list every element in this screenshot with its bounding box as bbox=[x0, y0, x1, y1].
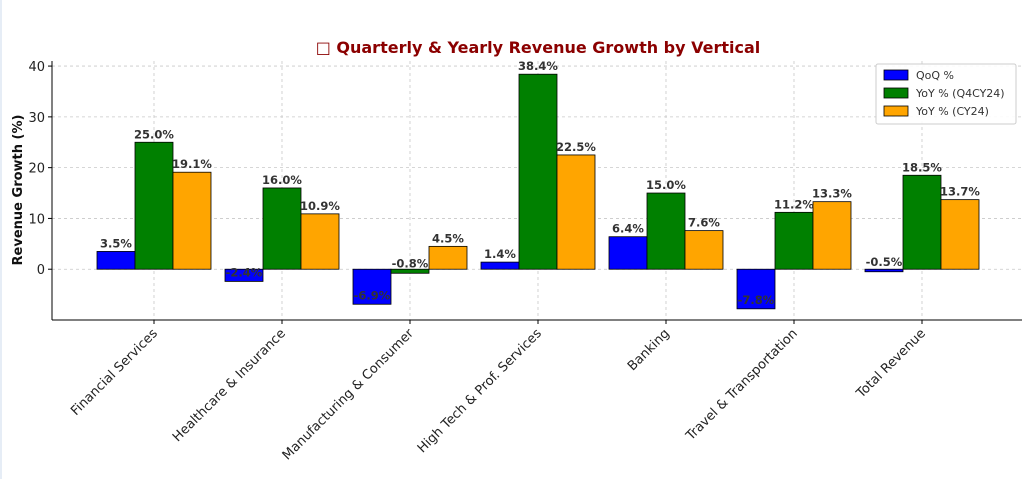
legend-entry: YoY % (CY24) bbox=[915, 105, 989, 118]
bar bbox=[902, 174, 942, 270]
data-label: 25.0% bbox=[134, 127, 174, 141]
data-label: 19.1% bbox=[172, 157, 212, 171]
x-tick-label: Travel & Transportation bbox=[683, 326, 801, 444]
bar bbox=[684, 230, 724, 270]
bar bbox=[428, 245, 468, 270]
bar bbox=[646, 192, 686, 270]
data-label: 4.5% bbox=[432, 231, 464, 245]
y-tick-label: 0 bbox=[37, 263, 45, 278]
legend-swatch bbox=[883, 69, 909, 81]
data-label: 13.7% bbox=[940, 185, 980, 199]
legend-swatch bbox=[883, 87, 909, 99]
legend: QoQ % YoY % (Q4CY24) YoY % (CY24) bbox=[875, 63, 1017, 125]
bar bbox=[300, 213, 340, 270]
data-label: 3.5% bbox=[100, 236, 132, 250]
bar bbox=[262, 187, 302, 270]
bar bbox=[940, 199, 980, 270]
bar bbox=[736, 268, 776, 310]
data-labels: 3.5% -2.4% -6.9% 1.4% 6.4% -7.8% -0.5% 25.0% 16.… bbox=[100, 59, 980, 307]
bar bbox=[518, 73, 558, 270]
bar bbox=[172, 171, 212, 270]
data-label: 6.4% bbox=[612, 222, 644, 236]
data-label: 7.6% bbox=[688, 216, 720, 230]
bar bbox=[812, 201, 852, 270]
data-label: 13.3% bbox=[812, 187, 852, 201]
legend-entry: QoQ % bbox=[916, 69, 954, 82]
y-tick-labels: 0 10 20 30 40 bbox=[28, 60, 45, 278]
data-label: -2.4% bbox=[226, 265, 263, 279]
y-tick-label: 20 bbox=[28, 162, 45, 177]
chart-title: □ Quarterly & Yearly Revenue Growth by V… bbox=[316, 38, 761, 57]
title-icon: □ bbox=[316, 38, 337, 57]
y-tick-label: 10 bbox=[28, 212, 45, 227]
data-label: 10.9% bbox=[300, 199, 340, 213]
x-tick-label: Manufacturing & Consumer bbox=[280, 326, 418, 464]
data-label: -6.9% bbox=[354, 288, 391, 302]
data-label: 11.2% bbox=[774, 197, 814, 211]
data-label: -7.8% bbox=[738, 293, 775, 307]
bar bbox=[224, 268, 264, 282]
y-tick-label: 40 bbox=[28, 60, 45, 75]
x-tick-label: Banking bbox=[625, 326, 673, 374]
bar bbox=[480, 261, 520, 270]
x-tick-labels: Financial Services Healthcare & Insurance… bbox=[68, 326, 929, 464]
bar bbox=[774, 211, 814, 270]
bar bbox=[556, 154, 596, 270]
legend-box bbox=[875, 63, 1017, 125]
data-label: 15.0% bbox=[646, 178, 686, 192]
data-label: 1.4% bbox=[484, 247, 516, 261]
bar bbox=[352, 268, 392, 305]
bar bbox=[134, 141, 174, 270]
data-label: 22.5% bbox=[556, 140, 596, 154]
title-text: Quarterly & Yearly Revenue Growth by Ver… bbox=[336, 38, 760, 57]
x-tick-label: High Tech & Prof. Services bbox=[415, 326, 545, 456]
bars bbox=[96, 73, 980, 310]
y-tick-label: 30 bbox=[28, 111, 45, 126]
data-label: 16.0% bbox=[262, 173, 302, 187]
data-label: -0.5% bbox=[866, 255, 903, 269]
x-tick-label: Total Revenue bbox=[853, 326, 929, 402]
data-label: 18.5% bbox=[902, 160, 942, 174]
legend-entry: YoY % (Q4CY24) bbox=[915, 87, 1005, 100]
bar bbox=[96, 251, 136, 270]
x-tick-label: Financial Services bbox=[68, 326, 161, 419]
bar bbox=[864, 268, 904, 273]
legend-swatch bbox=[883, 105, 909, 117]
x-tick-label: Healthcare & Insurance bbox=[170, 326, 289, 445]
axes bbox=[48, 61, 1022, 324]
data-label: -0.8% bbox=[392, 256, 429, 270]
bar bbox=[390, 268, 430, 274]
y-axis-label: Revenue Growth (%) bbox=[11, 115, 26, 266]
bar bbox=[608, 236, 648, 270]
data-label: 38.4% bbox=[518, 59, 558, 73]
